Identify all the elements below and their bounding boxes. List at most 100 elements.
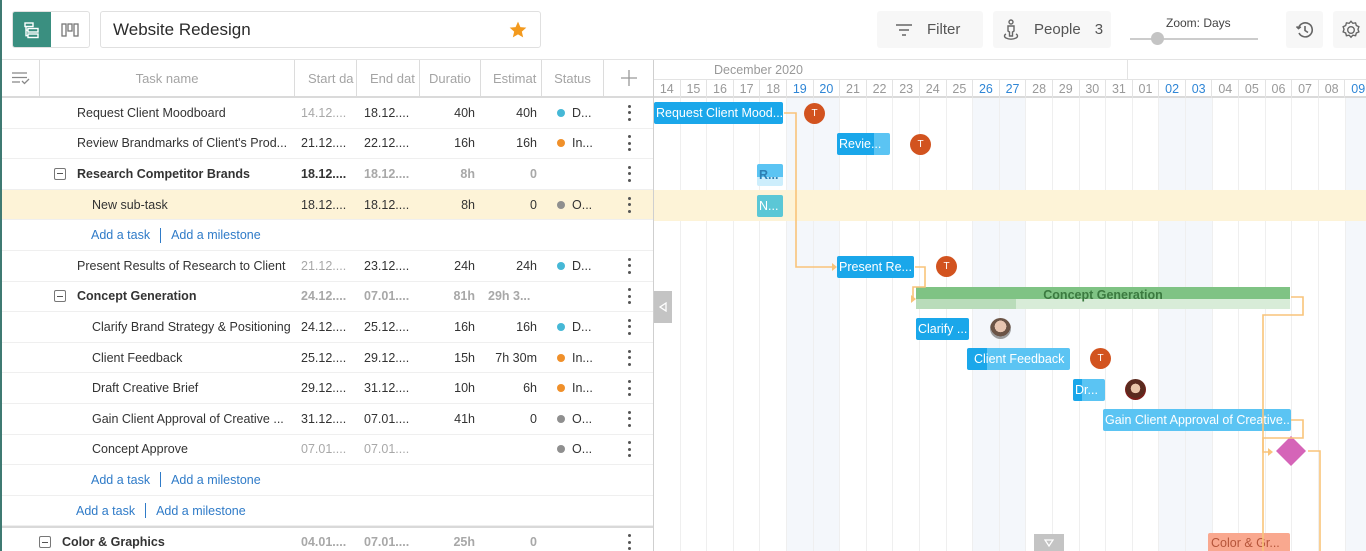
column-header-end-date[interactable]: End dat [357,60,420,96]
assignee-avatar[interactable]: T [910,134,931,155]
duration[interactable]: 40h [454,105,475,120]
end-date[interactable]: 18.12.... [364,166,410,181]
task-group-row[interactable]: Research Competitor Brands 18.12.... 18.… [2,159,653,190]
task-row-selected[interactable]: New sub-task 18.12.... 18.12.... 8h 0 O.… [2,189,653,221]
duration[interactable]: 8h [460,166,475,181]
add-column-button[interactable] [604,60,653,96]
status-cell[interactable]: O... [557,198,607,212]
task-row[interactable]: Client Feedback 25.12.... 29.12.... 15h … [2,343,653,374]
add-task-link[interactable]: Add a task [91,472,151,487]
row-menu-button[interactable] [624,195,634,215]
row-menu-button[interactable] [624,348,634,368]
gantt-bar[interactable]: N... [757,195,783,217]
project-title-field[interactable]: Website Redesign [100,11,541,48]
task-row[interactable]: Clarify Brand Strategy & Positioning 24.… [2,312,653,343]
filter-button[interactable]: Filter [877,11,983,48]
row-menu-button[interactable] [624,256,634,276]
row-menu-button[interactable] [624,378,634,398]
task-name[interactable]: Present Results of Research to Client [77,258,286,273]
task-name[interactable]: Request Client Moodboard [77,105,226,120]
duration[interactable]: 10h [454,381,475,396]
row-menu-button[interactable] [624,103,634,123]
column-header-task-name[interactable]: Task name [40,60,295,96]
end-date[interactable]: 07.01.... [364,411,410,426]
row-menu-button[interactable] [624,439,634,459]
row-menu-button[interactable] [624,133,634,153]
task-row[interactable]: Gain Client Approval of Creative ... 31.… [2,404,653,435]
task-group-row[interactable]: Color & Graphics 04.01.... 07.01.... 25h… [2,526,653,551]
start-date[interactable]: 18.12.... [301,197,347,212]
task-name[interactable]: Draft Creative Brief [92,381,199,396]
assignee-avatar[interactable] [990,318,1011,339]
scroll-down-button[interactable] [1034,534,1064,551]
status-cell[interactable]: In... [557,136,607,150]
assignee-avatar[interactable]: T [804,103,825,124]
column-header-start-date[interactable]: Start da [295,60,357,96]
collapse-toggle-icon[interactable] [54,167,66,180]
task-name[interactable]: Gain Client Approval of Creative ... [92,411,284,426]
start-date[interactable]: 29.12.... [301,381,347,396]
zoom-slider-track[interactable] [1130,38,1258,40]
gantt-bar[interactable]: Gain Client Approval of Creative... [1103,409,1291,431]
add-task-link[interactable]: Add a task [76,503,136,518]
gantt-summary-bar[interactable]: Concept Generation [916,287,1290,309]
status-cell[interactable]: D... [557,106,607,120]
estimate[interactable]: 16h [516,136,537,151]
start-date[interactable]: 21.12.... [301,136,347,151]
task-row[interactable]: Draft Creative Brief 29.12.... 31.12....… [2,373,653,404]
row-menu-button[interactable] [624,164,634,184]
status-cell[interactable]: O... [557,412,607,426]
start-date[interactable]: 04.01.... [301,535,347,550]
start-date[interactable]: 24.12.... [301,289,347,304]
status-cell[interactable]: O... [557,442,607,456]
start-date[interactable]: 21.12.... [301,258,347,273]
duration[interactable]: 41h [454,411,475,426]
collapse-toggle-icon[interactable] [39,536,51,549]
gantt-bar[interactable]: Dr... [1073,379,1105,401]
task-row[interactable]: Review Brandmarks of Client's Prod... 21… [2,129,653,160]
end-date[interactable]: 29.12.... [364,350,410,365]
start-date[interactable]: 14.12.... [301,105,347,120]
status-cell[interactable]: In... [557,381,607,395]
row-menu-button[interactable] [624,532,634,551]
task-name[interactable]: New sub-task [92,197,168,212]
end-date[interactable]: 07.01.... [364,442,410,457]
duration[interactable]: 8h [461,197,475,212]
collapse-toggle-icon[interactable] [54,290,66,303]
assignee-avatar[interactable]: T [1090,348,1111,369]
task-name[interactable]: Concept Approve [92,442,188,457]
end-date[interactable]: 25.12.... [364,319,410,334]
estimate[interactable]: 6h [523,381,537,396]
gantt-bar[interactable]: Clarify ... [916,318,969,340]
people-button[interactable]: People 3 [993,11,1111,48]
duration[interactable]: 16h [454,319,475,334]
duration[interactable]: 15h [454,350,475,365]
duration[interactable]: 24h [454,258,475,273]
start-date[interactable]: 24.12.... [301,319,347,334]
end-date[interactable]: 07.01.... [364,535,410,550]
board-view-button[interactable] [51,12,89,47]
task-name[interactable]: Review Brandmarks of Client's Prod... [77,136,287,151]
end-date[interactable]: 23.12.... [364,258,410,273]
column-header-duration[interactable]: Duratio [420,60,481,96]
status-cell[interactable]: D... [557,259,607,273]
column-header-estimate[interactable]: Estimat [481,60,542,96]
milestone-row[interactable]: Concept Approve 07.01.... 07.01.... O... [2,435,653,466]
start-date[interactable]: 31.12.... [301,411,347,426]
settings-button[interactable] [1333,11,1366,48]
gantt-bar[interactable]: Revie... [837,133,890,155]
task-group-row[interactable]: Concept Generation 24.12.... 07.01.... 8… [2,282,653,313]
status-cell[interactable]: In... [557,351,607,365]
milestone-diamond-icon[interactable] [1274,434,1308,468]
assignee-avatar[interactable]: T [936,256,957,277]
add-task-link[interactable]: Add a task [91,228,151,243]
gantt-bar[interactable]: Present Re... [837,256,914,278]
estimate[interactable]: 16h [516,319,537,334]
row-menu-button[interactable] [624,409,634,429]
status-cell[interactable]: D... [557,320,607,334]
task-name[interactable]: Color & Graphics [62,535,165,550]
task-name[interactable]: Client Feedback [92,350,183,365]
start-date[interactable]: 07.01.... [301,442,347,457]
task-row[interactable]: Request Client Moodboard 14.12.... 18.12… [2,98,653,129]
end-date[interactable]: 18.12.... [364,105,410,120]
